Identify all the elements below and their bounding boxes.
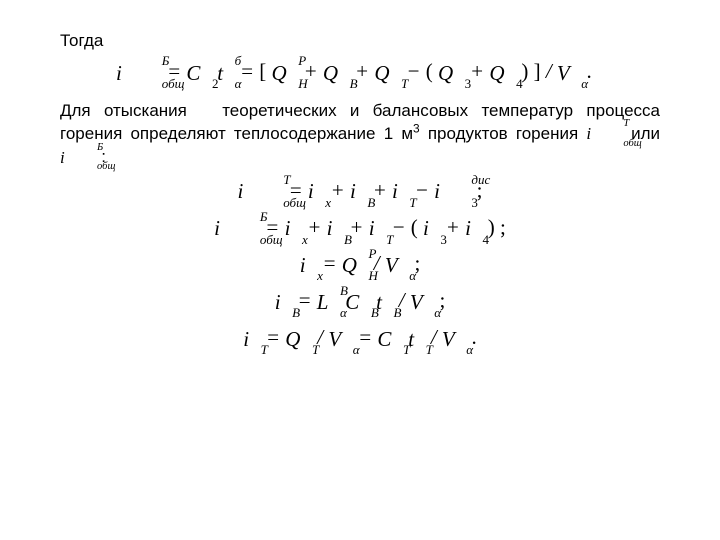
para-desc: Для отыскания теоретических и балансовых… [60, 100, 660, 170]
f0-t-b-alpha: t б α [217, 61, 234, 86]
f2-lhs: i Б общ [214, 216, 260, 241]
f1-iB: i B [350, 179, 367, 204]
f0-QT: Q T [374, 61, 401, 86]
f0-rbr: ] [534, 59, 541, 83]
p2-cube: 3 [413, 121, 420, 135]
formula-2: i Б общ = i x + i B + i T − ( i 3 + i 4 [60, 215, 660, 242]
p2-post: продуктов горения [428, 124, 578, 143]
f0-Valpha: V α [557, 61, 581, 86]
formula-4: i B = L В α C B t B / V α ; [60, 288, 660, 315]
formula-5: i T = Q T / V α = C T t T / V α . [60, 325, 660, 352]
f1-iT: i T [392, 179, 409, 204]
f0-Q3: Q 3 [438, 61, 465, 86]
f0-plus3: + [470, 59, 489, 83]
f1-ix: i x [308, 179, 325, 204]
formula-3: i x = Q P Н / V α ; [60, 251, 660, 278]
f0-lbr: [ [259, 59, 266, 83]
para-togda: Тогда [60, 30, 660, 53]
f0-minus: − [406, 59, 425, 83]
f0-i-B-obsh: i Б общ [116, 61, 162, 86]
p2-pre: Для отыскания [60, 101, 187, 120]
f0-eq2: = [240, 59, 259, 83]
f1-lhs: i Т общ [237, 179, 283, 204]
f0-Q-P-H: Q P Н [272, 61, 299, 86]
f0-C2: C 2 [186, 61, 212, 86]
f1-i3dis: i дис 3 [434, 179, 471, 204]
formula-0: i Б общ = C 2 t б α = [ Q P Н + Q B + Q [60, 59, 660, 86]
formula-1: i Т общ = i x + i B + i T − i дис 3 ; [60, 178, 660, 205]
f0-Q4: Q 4 [489, 61, 516, 86]
inline-iT: i Т общ [586, 124, 631, 143]
f0-lpar: ( [426, 59, 433, 83]
f0-QB: Q B [323, 61, 350, 86]
inline-iB: i Б общ [60, 147, 101, 166]
text-togda: Тогда [60, 31, 103, 50]
f0-slash: / [546, 59, 557, 83]
f0-plus2: + [355, 59, 374, 83]
